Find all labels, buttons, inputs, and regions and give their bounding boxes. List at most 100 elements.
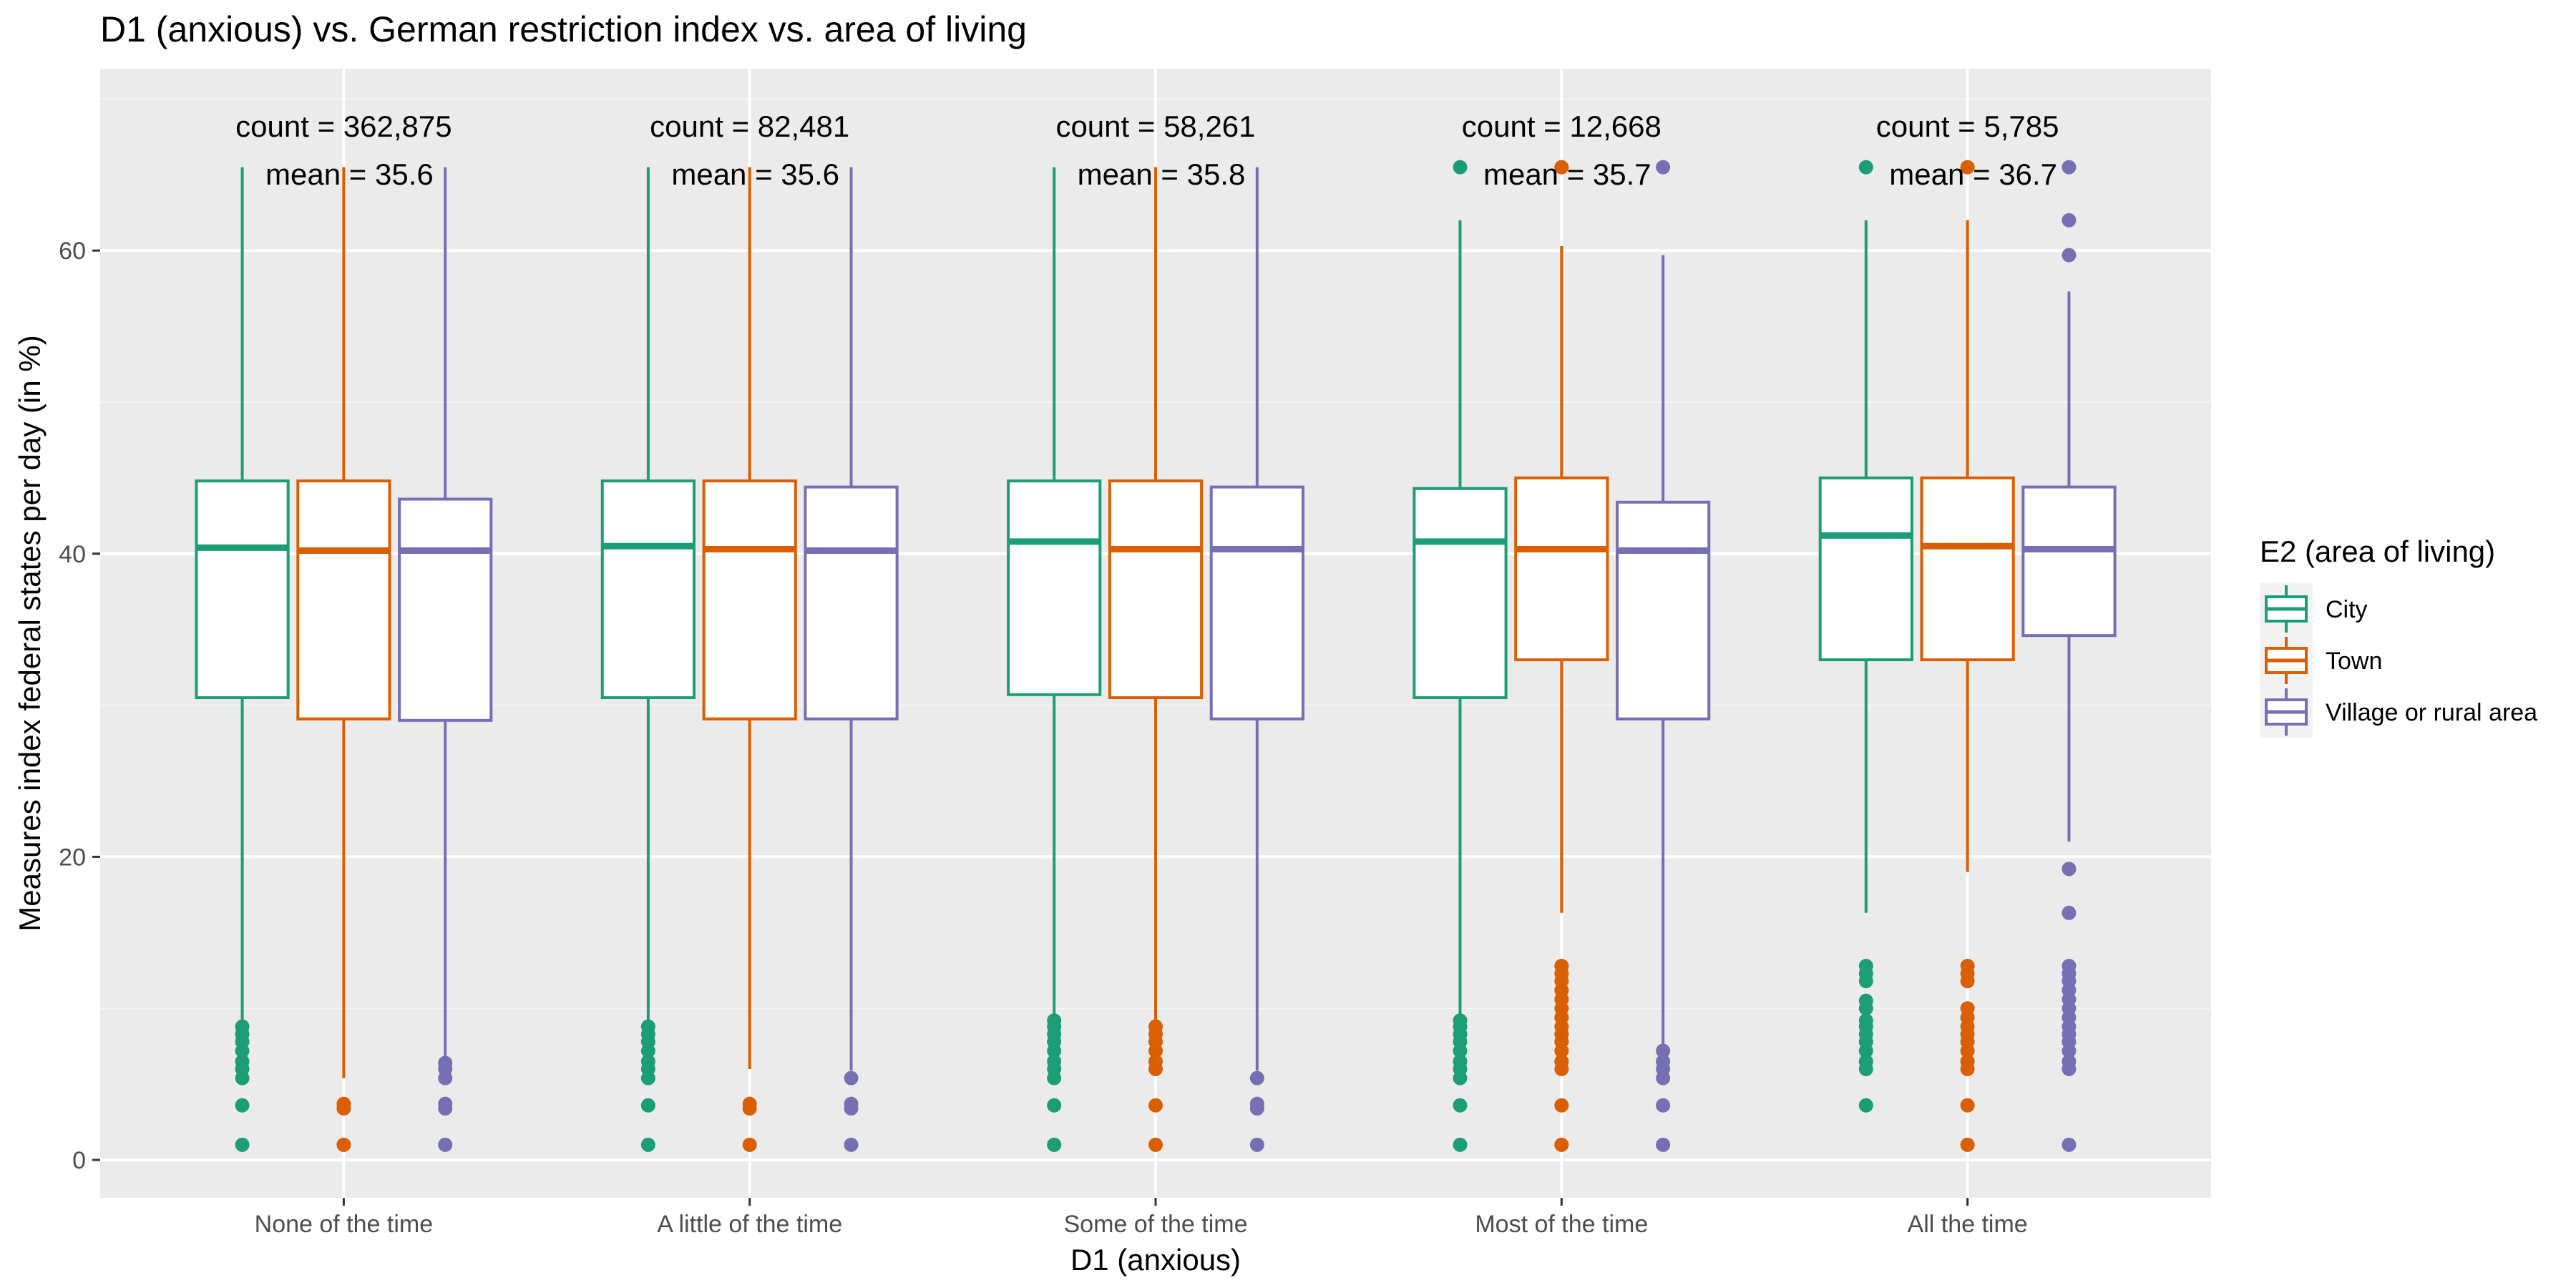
legend-entry: Village or rural area — [2265, 688, 2537, 736]
outlier-point — [1453, 1054, 1468, 1069]
outlier-point — [336, 1137, 351, 1152]
outlier-point — [2062, 1054, 2077, 1069]
y-axis-label: Measures index federal states per day (i… — [13, 335, 47, 931]
box — [804, 167, 899, 1152]
outlier-point — [1858, 1013, 1873, 1028]
outlier-point — [1047, 1098, 1062, 1113]
outlier-point — [235, 1054, 250, 1069]
box — [1616, 160, 1711, 1152]
outlier-point — [1656, 160, 1671, 175]
series-village-or-rural-area — [398, 160, 2117, 1152]
y-axis: 0 20 40 60 — [59, 238, 100, 1174]
outlier-point — [640, 1137, 655, 1152]
box-iqr — [1209, 485, 1304, 721]
outlier-point — [742, 1096, 757, 1111]
box-iqr — [1920, 476, 2015, 662]
outlier-point — [2062, 248, 2077, 263]
box — [398, 167, 493, 1152]
group-annotations: count = 362,875 mean = 35.6 count = 82,481… — [235, 109, 2059, 191]
box-iqr — [1007, 479, 1102, 696]
annotation-mean: mean = 35.8 — [1078, 157, 1246, 191]
annotation-mean: mean = 35.6 — [671, 157, 839, 191]
y-tick-label: 20 — [59, 844, 86, 871]
box-iqr — [600, 479, 696, 700]
outlier-point — [235, 1019, 250, 1034]
box — [600, 167, 696, 1152]
box-iqr — [2021, 485, 2117, 638]
outlier-point — [1148, 1098, 1163, 1113]
annotation-count: count = 5,785 — [1876, 109, 2059, 143]
box-iqr — [804, 485, 899, 721]
annotation-mean: mean = 35.6 — [265, 157, 434, 191]
box-iqr — [702, 479, 797, 721]
box — [1413, 160, 1508, 1152]
outlier-point — [235, 1098, 250, 1113]
outlier-point — [1148, 1054, 1163, 1069]
box-iqr — [296, 479, 391, 721]
chart-title: D1 (anxious) vs. German restriction inde… — [100, 9, 1027, 49]
outlier-point — [1656, 1054, 1671, 1069]
outlier-point — [1148, 1019, 1163, 1034]
outlier-point — [844, 1096, 859, 1111]
legend-label: Town — [2326, 648, 2382, 675]
outlier-point — [438, 1055, 453, 1070]
outlier-point — [1960, 1054, 1975, 1069]
outlier-point — [2062, 1137, 2077, 1152]
box — [1108, 167, 1204, 1152]
legend-title: E2 (area of living) — [2260, 535, 2495, 568]
box — [1818, 160, 1913, 1113]
outlier-point — [2062, 862, 2077, 877]
box-iqr — [1108, 479, 1204, 700]
y-tick-label: 0 — [72, 1147, 86, 1174]
annotation-count: count = 362,875 — [235, 109, 452, 143]
outlier-point — [1554, 1054, 1569, 1069]
outlier-point — [438, 1137, 453, 1152]
outlier-point — [1249, 1096, 1264, 1111]
annotation-count: count = 12,668 — [1462, 109, 1662, 143]
legend-label: Village or rural area — [2326, 699, 2537, 726]
outlier-point — [2062, 905, 2077, 920]
annotation-mean: mean = 35.7 — [1483, 157, 1652, 191]
box — [1514, 160, 1609, 1152]
annotation-count: count = 58,261 — [1055, 109, 1255, 143]
x-tick-label: All the time — [1908, 1211, 2028, 1238]
outlier-point — [742, 1137, 757, 1152]
outlier-point — [640, 1098, 655, 1113]
outlier-point — [1656, 1043, 1671, 1058]
x-tick-label: A little of the time — [657, 1211, 842, 1238]
box-iqr — [1514, 476, 1609, 662]
outlier-point — [844, 1137, 859, 1152]
outlier-point — [1453, 1013, 1468, 1028]
box — [1209, 167, 1304, 1152]
x-axis: None of the time A little of the time Some… — [255, 1198, 2028, 1238]
box-iqr — [1616, 500, 1711, 721]
outlier-point — [1858, 160, 1873, 175]
outlier-point — [336, 1096, 351, 1111]
box-iqr — [195, 479, 290, 700]
legend-entry: City — [2265, 585, 2368, 633]
outlier-point — [1453, 1098, 1468, 1113]
box — [1007, 167, 1102, 1152]
outlier-point — [1047, 1013, 1062, 1028]
y-tick-label: 40 — [59, 541, 86, 568]
box-iqr — [398, 497, 493, 722]
box — [702, 167, 797, 1152]
annotation-mean: mean = 36.7 — [1889, 157, 2057, 191]
outlier-point — [640, 1054, 655, 1069]
outlier-point — [1858, 993, 1873, 1008]
outlier-point — [1554, 1098, 1569, 1113]
box — [195, 167, 290, 1152]
outlier-point — [1554, 160, 1569, 175]
box-iqr — [1818, 476, 1913, 662]
x-tick-label: Most of the time — [1475, 1211, 1648, 1238]
annotation-count: count = 82,481 — [650, 109, 849, 143]
outlier-point — [1960, 958, 1975, 973]
box — [2021, 160, 2117, 1152]
outlier-point — [1453, 160, 1468, 175]
outlier-point — [1453, 1137, 1468, 1152]
outlier-point — [1249, 1137, 1264, 1152]
outlier-point — [1858, 1098, 1873, 1113]
outlier-point — [1656, 1137, 1671, 1152]
outlier-point — [235, 1137, 250, 1152]
